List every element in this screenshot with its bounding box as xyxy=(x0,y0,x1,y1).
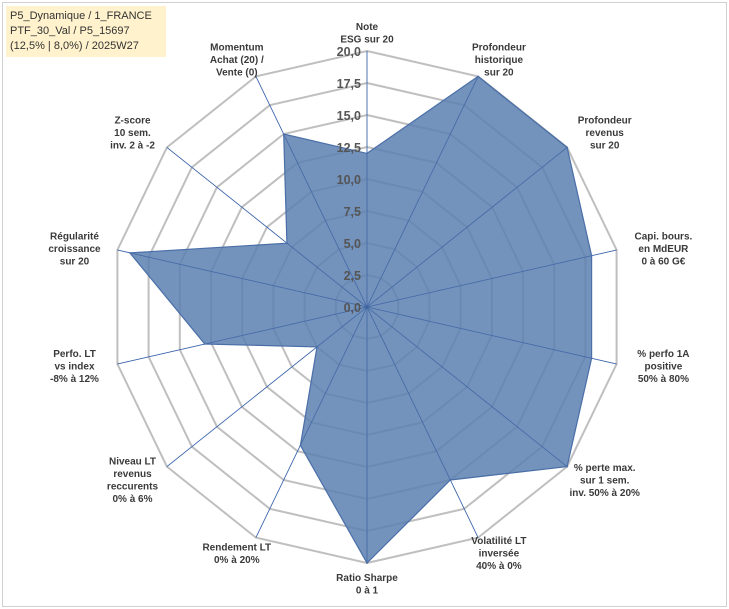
header-line-1: P5_Dynamique / 1_FRANCE xyxy=(10,10,152,22)
axis-label-6-line-1: inversée xyxy=(479,549,520,560)
axis-label-10-line-2: -8% à 12% xyxy=(50,374,99,385)
axis-label-2-line-1: revenus xyxy=(586,128,625,139)
data-point-12 xyxy=(286,242,288,244)
axis-label-9: Niveau LT revenus reccurents 0% à 6% xyxy=(107,457,159,506)
spoke-overlay-1 xyxy=(366,76,479,308)
axis-label-0-line-1: ESG sur 20 xyxy=(340,35,394,46)
spoke-overlay-13 xyxy=(255,76,368,308)
tick-label-2: 5,0 xyxy=(344,237,361,251)
axis-label-5-line-0: % perte max. xyxy=(574,463,636,474)
tick-label-8: 20,0 xyxy=(337,45,361,59)
axis-label-3-line-1: en MdEUR xyxy=(638,244,689,255)
axis-label-4-line-1: positive xyxy=(645,362,683,373)
axis-label-1-line-1: historique xyxy=(475,55,524,66)
spoke-overlay-2 xyxy=(366,147,568,308)
spoke-overlay-11 xyxy=(117,249,368,308)
axis-label-2: Profondeur revenus sur 20 xyxy=(578,116,632,152)
axis-label-11: Régularité croissance sur 20 xyxy=(48,232,101,268)
axis-label-9-line-2: reccurents xyxy=(107,482,159,493)
header-line-2: PTF_30_Val / P5_15697 xyxy=(10,25,130,37)
spoke-overlay-4 xyxy=(366,306,617,365)
axis-label-0: Note ESG sur 20 xyxy=(340,22,394,46)
axis-label-7-line-1: 0 à 1 xyxy=(356,586,379,597)
axis-label-8-line-0: Rendement LT xyxy=(202,542,271,553)
axis-label-13-line-1: Achat (20) / xyxy=(210,55,264,66)
axis-label-12-line-1: 10 sem. xyxy=(114,128,151,139)
axis-label-1: Profondeur historique sur 20 xyxy=(472,42,526,78)
axis-label-12: Z-score 10 sem. inv. 2 à -2 xyxy=(110,116,155,152)
axis-label-6-line-0: Volatilité LT xyxy=(471,536,526,547)
tick-label-0: 0,0 xyxy=(344,301,361,315)
axis-label-0-line-0: Note xyxy=(356,22,379,33)
axis-label-10: Perfo. LT vs index -8% à 12% xyxy=(50,349,99,385)
data-point-7 xyxy=(366,562,368,564)
tick-label-7: 17,5 xyxy=(337,77,361,91)
spoke-overlay-8 xyxy=(255,306,368,538)
data-point-10 xyxy=(204,343,206,345)
data-point-6 xyxy=(449,479,452,481)
axis-label-5-line-2: inv. 50% à 20% xyxy=(569,488,640,499)
data-point-0 xyxy=(366,152,368,155)
data-point-11 xyxy=(129,252,131,254)
axis-label-13-line-0: Momentum xyxy=(210,42,263,53)
data-point-9 xyxy=(316,346,318,348)
axis-label-9-line-0: Niveau LT xyxy=(109,457,156,468)
chart-header: P5_Dynamique / 1_FRANCE PTF_30_Val / P5_… xyxy=(6,6,166,57)
axis-label-11-line-1: croissance xyxy=(48,244,101,255)
axis-label-4-line-2: 50% à 80% xyxy=(638,374,689,385)
axis-label-6-line-2: 40% à 0% xyxy=(476,561,522,572)
axis-label-1-line-2: sur 20 xyxy=(484,67,514,78)
axis-label-13: Momentum Achat (20) / Vente (0) xyxy=(210,42,264,78)
axis-label-7-line-0: Ratio Sharpe xyxy=(336,573,398,584)
axis-label-3-line-2: 0 à 60 G€ xyxy=(641,257,685,268)
data-point-2 xyxy=(566,146,568,149)
axis-label-3: Capi. bours. en MdEUR 0 à 60 G€ xyxy=(635,232,693,268)
spoke-overlay-9 xyxy=(166,306,368,467)
axis-label-4: % perfo 1A positive 50% à 80% xyxy=(637,349,689,385)
axis-label-12-line-0: Z-score xyxy=(114,116,151,127)
axis-label-8-line-1: 0% à 20% xyxy=(214,555,260,566)
axis-label-11-line-2: sur 20 xyxy=(60,257,90,268)
tick-label-5: 12,5 xyxy=(337,141,361,155)
tick-label-6: 15,0 xyxy=(337,109,361,123)
axis-label-12-line-2: inv. 2 à -2 xyxy=(110,141,155,152)
axis-label-2-line-0: Profondeur xyxy=(578,116,632,127)
axis-label-6: Volatilité LT inversée 40% à 0% xyxy=(471,536,526,572)
axis-label-3-line-0: Capi. bours. xyxy=(635,232,693,243)
axis-label-7: Ratio Sharpe 0 à 1 xyxy=(336,573,398,597)
axis-label-11-line-0: Régularité xyxy=(50,232,99,243)
spoke-overlay-3 xyxy=(366,249,617,308)
axis-label-5: % perte max. sur 1 sem. inv. 50% à 20% xyxy=(569,463,640,499)
data-point-13 xyxy=(282,133,285,135)
axis-label-2-line-2: sur 20 xyxy=(590,141,620,152)
data-point-5 xyxy=(566,465,568,468)
data-point-3 xyxy=(590,254,593,257)
axis-label-9-line-1: revenus xyxy=(113,469,152,480)
spoke-overlay-5 xyxy=(366,306,568,467)
axis-label-4-line-0: % perfo 1A xyxy=(637,349,689,360)
axis-label-10-line-0: Perfo. LT xyxy=(53,349,96,360)
spoke-overlay-12 xyxy=(166,147,368,308)
spoke-overlay-6 xyxy=(366,306,479,538)
axis-label-10-line-1: vs index xyxy=(54,362,94,373)
tick-label-4: 10,0 xyxy=(337,173,361,187)
axis-label-13-line-2: Vente (0) xyxy=(216,67,258,78)
data-point-8 xyxy=(299,444,302,447)
axis-label-8: Rendement LT 0% à 20% xyxy=(202,542,271,566)
spoke-overlay-10 xyxy=(117,306,368,365)
header-line-3: (12,5% | 8,0%) / 2025W27 xyxy=(10,40,139,52)
data-point-1 xyxy=(477,75,479,78)
tick-label-1: 2,5 xyxy=(344,269,361,283)
data-point-4 xyxy=(590,357,593,360)
axis-label-1-line-0: Profondeur xyxy=(472,42,526,53)
tick-label-3: 7,5 xyxy=(344,205,361,219)
axis-label-9-line-3: 0% à 6% xyxy=(112,494,152,505)
axis-label-5-line-1: sur 1 sem. xyxy=(580,475,630,486)
